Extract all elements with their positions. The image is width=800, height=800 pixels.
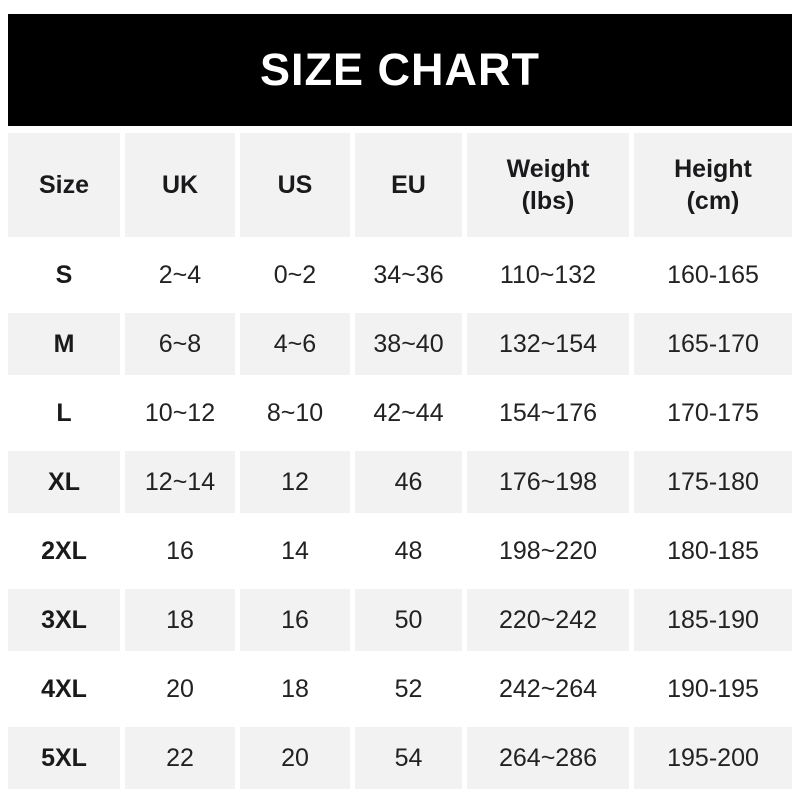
cell-eu: 34~36 (355, 244, 462, 306)
cell-size: XL (8, 451, 120, 513)
cell-height: 170-175 (634, 382, 792, 444)
cell-size: 5XL (8, 727, 120, 789)
cell-uk: 18 (125, 589, 235, 651)
cell-height: 195-200 (634, 727, 792, 789)
cell-weight: 154~176 (467, 382, 629, 444)
cell-eu: 54 (355, 727, 462, 789)
cell-weight: 242~264 (467, 658, 629, 720)
cell-uk: 12~14 (125, 451, 235, 513)
column-header-label: US (277, 170, 313, 199)
column-header-label: Height (674, 154, 752, 183)
page-title: SIZE CHART (260, 44, 540, 95)
cell-height: 160-165 (634, 244, 792, 306)
cell-height: 165-170 (634, 313, 792, 375)
cell-height: 175-180 (634, 451, 792, 513)
cell-weight: 110~132 (467, 244, 629, 306)
column-header-label: Weight (506, 154, 590, 183)
cell-weight: 198~220 (467, 520, 629, 582)
column-header-us: US (240, 133, 350, 237)
cell-us: 16 (240, 589, 350, 651)
cell-uk: 22 (125, 727, 235, 789)
cell-size: S (8, 244, 120, 306)
cell-uk: 6~8 (125, 313, 235, 375)
column-header-unit: (lbs) (521, 187, 575, 215)
column-header-weight: Weight (lbs) (467, 133, 629, 237)
size-chart-banner: SIZE CHART (8, 14, 792, 126)
cell-us: 14 (240, 520, 350, 582)
cell-us: 4~6 (240, 313, 350, 375)
cell-eu: 48 (355, 520, 462, 582)
cell-eu: 50 (355, 589, 462, 651)
column-header-label: UK (161, 170, 199, 199)
column-header-unit: (cm) (686, 187, 740, 215)
cell-weight: 264~286 (467, 727, 629, 789)
cell-us: 0~2 (240, 244, 350, 306)
cell-eu: 38~40 (355, 313, 462, 375)
column-header-size: Size (8, 133, 120, 237)
column-header-label: Size (38, 170, 90, 199)
cell-size: M (8, 313, 120, 375)
cell-weight: 132~154 (467, 313, 629, 375)
cell-us: 8~10 (240, 382, 350, 444)
cell-size: L (8, 382, 120, 444)
cell-size: 3XL (8, 589, 120, 651)
cell-uk: 10~12 (125, 382, 235, 444)
cell-eu: 46 (355, 451, 462, 513)
cell-eu: 42~44 (355, 382, 462, 444)
cell-height: 185-190 (634, 589, 792, 651)
cell-height: 180-185 (634, 520, 792, 582)
cell-uk: 2~4 (125, 244, 235, 306)
cell-weight: 220~242 (467, 589, 629, 651)
cell-uk: 20 (125, 658, 235, 720)
cell-us: 20 (240, 727, 350, 789)
cell-height: 190-195 (634, 658, 792, 720)
column-header-eu: EU (355, 133, 462, 237)
cell-uk: 16 (125, 520, 235, 582)
column-header-height: Height (cm) (634, 133, 792, 237)
column-header-label: EU (391, 170, 426, 199)
cell-size: 4XL (8, 658, 120, 720)
cell-size: 2XL (8, 520, 120, 582)
cell-us: 18 (240, 658, 350, 720)
column-header-uk: UK (125, 133, 235, 237)
size-chart-table: Size UK US EU Weight (lbs) Height (cm) S… (8, 133, 792, 789)
cell-weight: 176~198 (467, 451, 629, 513)
cell-us: 12 (240, 451, 350, 513)
cell-eu: 52 (355, 658, 462, 720)
